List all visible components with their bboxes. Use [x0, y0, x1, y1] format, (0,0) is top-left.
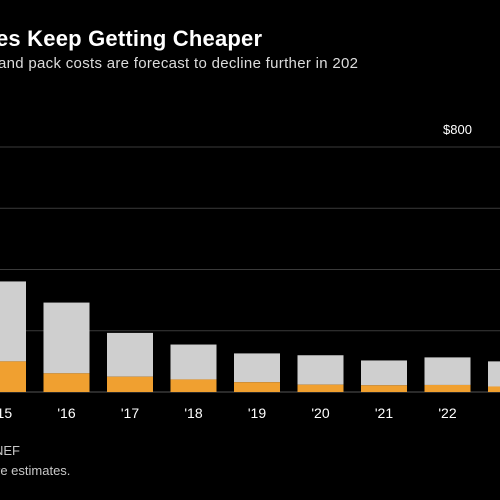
bar-pack-5 [297, 355, 344, 385]
bar-pack-6 [361, 360, 407, 386]
x-tick-label: '18 [184, 405, 202, 421]
chart-subtitle: and pack costs are forecast to decline f… [0, 55, 359, 72]
bars [0, 281, 500, 392]
x-tick-labels: '15'16'17'18'19'20'21'22'23 [0, 405, 457, 421]
bar-cell-1 [43, 373, 90, 392]
source-note: NEF [0, 443, 20, 458]
x-tick-label: '15 [0, 405, 12, 421]
x-tick-label: '20 [311, 405, 329, 421]
bar-pack-0 [0, 281, 26, 362]
x-tick-label: '22 [438, 405, 456, 421]
x-tick-label: '21 [375, 405, 393, 421]
x-tick-label: '16 [57, 405, 75, 421]
estimate-note: re estimates. [0, 463, 71, 478]
x-tick-label: '17 [121, 405, 139, 421]
chart-title: es Keep Getting Cheaper [0, 26, 263, 51]
bar-cell-2 [107, 376, 153, 392]
bar-cell-0 [0, 361, 26, 392]
bar-cell-3 [170, 379, 217, 392]
bar-pack-2 [107, 332, 153, 377]
bar-pack-7 [424, 357, 471, 385]
bar-pack-4 [234, 353, 280, 383]
bar-cell-7 [424, 384, 471, 392]
bar-pack-8 [488, 361, 500, 387]
y-tick-label: $800 [443, 122, 472, 137]
bar-cell-4 [234, 382, 280, 392]
bar-cell-6 [361, 385, 407, 392]
bar-pack-3 [170, 344, 217, 380]
bar-cell-5 [297, 384, 344, 392]
bar-cell-8 [488, 386, 500, 392]
bar-pack-1 [43, 302, 90, 374]
x-tick-label: '19 [248, 405, 266, 421]
